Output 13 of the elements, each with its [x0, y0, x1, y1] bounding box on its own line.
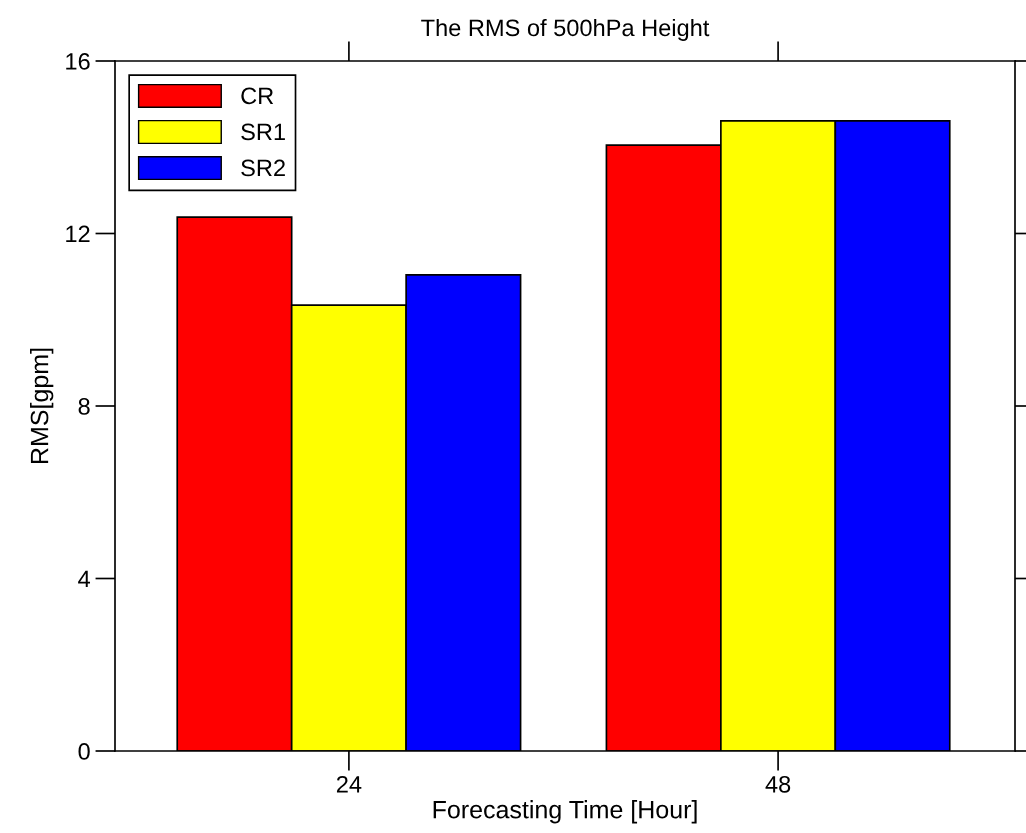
- x-axis-title: Forecasting Time [Hour]: [433, 800, 697, 824]
- y-tick-label: 4: [78, 570, 90, 588]
- legend-label: CR: [241, 87, 274, 105]
- y-axis-title: RMS[gpm]: [30, 348, 54, 463]
- legend-label: SR1: [241, 123, 285, 141]
- y-tick-label: 0: [78, 743, 90, 760]
- y-tick-label: 16: [66, 53, 90, 70]
- chart-title: The RMS of 500hPa Height: [421, 18, 710, 41]
- legend-label: SR2: [241, 159, 285, 177]
- y-tick-label: 12: [66, 225, 90, 243]
- y-tick-label: 8: [78, 398, 90, 415]
- x-tick-label: 48: [765, 775, 791, 793]
- x-tick-label: 24: [336, 775, 362, 793]
